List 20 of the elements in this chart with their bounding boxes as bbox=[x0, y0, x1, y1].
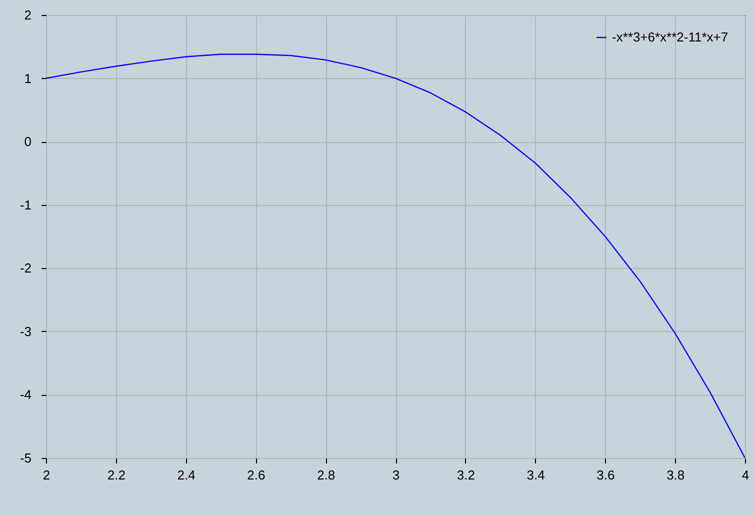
x-tick-label: 2.2 bbox=[107, 468, 126, 482]
y-tick-label: -2 bbox=[20, 260, 32, 276]
x-tick-label: 3.2 bbox=[456, 468, 475, 482]
x-tick-label: 3.4 bbox=[526, 468, 545, 482]
y-tick-label: -1 bbox=[20, 197, 32, 212]
y-tick-label: -3 bbox=[20, 324, 32, 339]
x-tick-label: 3 bbox=[392, 468, 400, 482]
x-tick-label: 2 bbox=[42, 468, 50, 482]
x-tick-label: 3.8 bbox=[666, 468, 685, 482]
y-tick-label: 1 bbox=[24, 70, 32, 86]
x-tick-label: 2.4 bbox=[177, 468, 196, 482]
y-tick-label: 2 bbox=[24, 8, 32, 22]
x-tick-label: 3.6 bbox=[596, 468, 615, 482]
y-tick-label: 0 bbox=[24, 134, 32, 150]
x-tick-label: 2.6 bbox=[247, 468, 266, 482]
y-tick-label: -4 bbox=[20, 387, 32, 402]
y-tick-label: -5 bbox=[20, 450, 32, 466]
legend-label: -x**3+6*x**2-11*x+7 bbox=[612, 30, 728, 44]
x-tick-label: 4 bbox=[742, 468, 750, 482]
x-tick-label: 2.8 bbox=[317, 468, 336, 482]
